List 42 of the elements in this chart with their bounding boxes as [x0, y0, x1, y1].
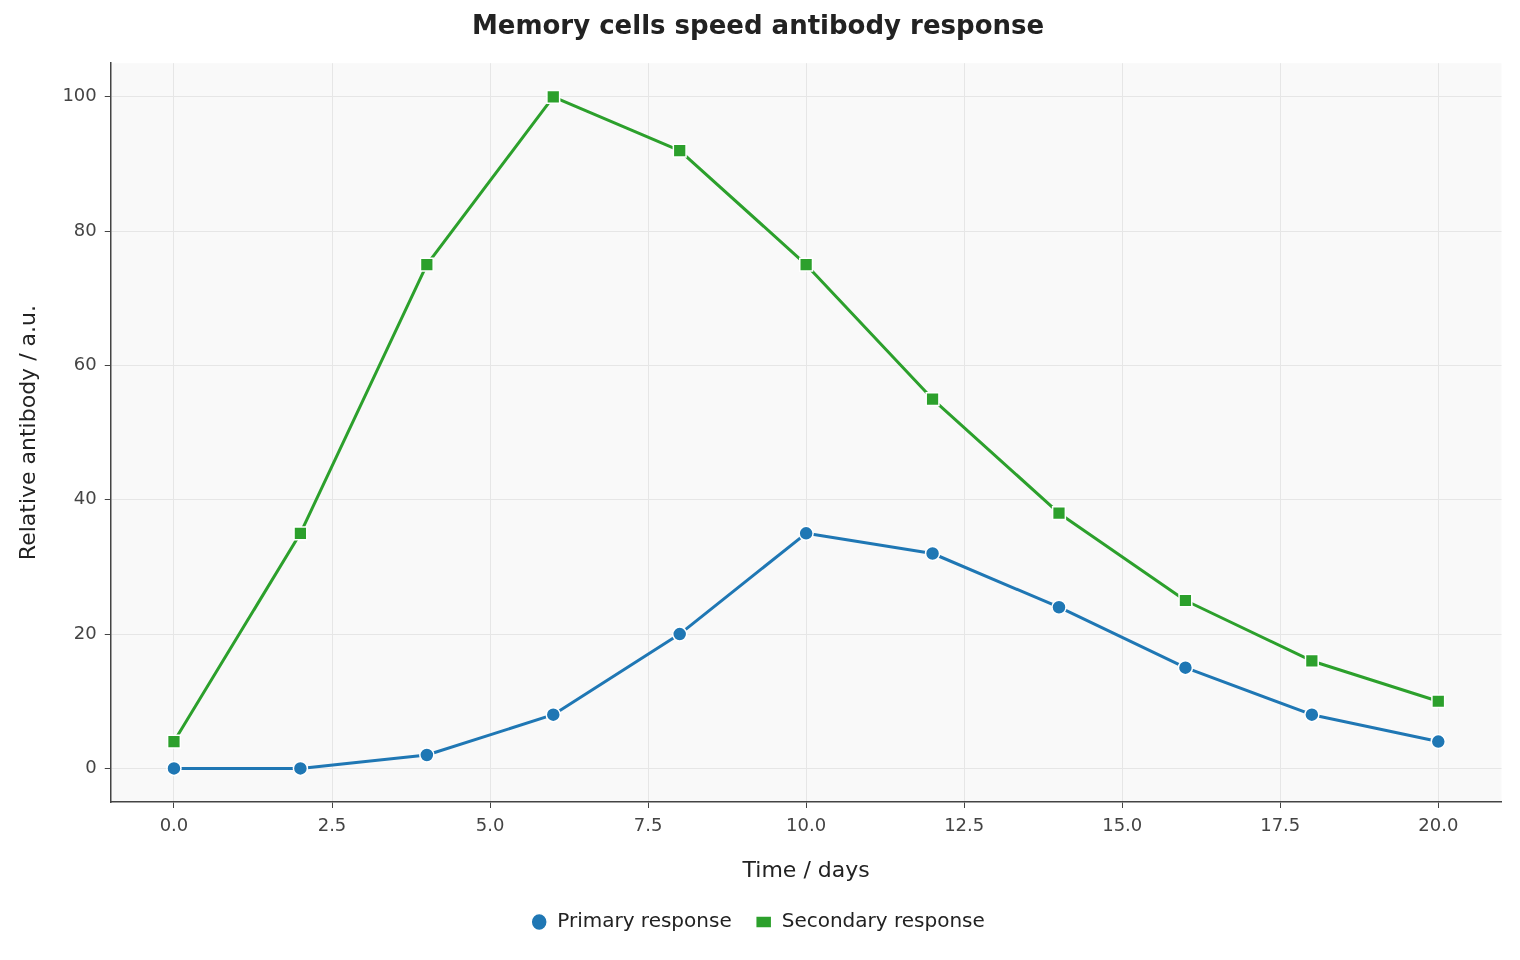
point: [925, 391, 940, 407]
y-tick-label: 100: [62, 84, 97, 106]
x-tick-label: 7.5: [633, 814, 663, 836]
y-tick-label: 0: [85, 756, 97, 778]
point: [1431, 694, 1446, 709]
point: [924, 545, 941, 562]
x-tick-label: 10.0: [786, 814, 827, 836]
point: [419, 257, 434, 272]
point: [1051, 506, 1067, 521]
y-axis-title: Relative antibody / a.u.: [14, 305, 40, 561]
point: [799, 257, 814, 272]
legend-label: Primary response: [557, 908, 732, 933]
point: [166, 734, 182, 749]
point: [293, 526, 308, 541]
x-tick-label: 15.0: [1102, 814, 1143, 836]
point: [419, 747, 435, 763]
y-tick-label: 80: [73, 218, 97, 240]
x-tick-label: 0.0: [159, 814, 189, 836]
point: [672, 143, 687, 158]
x-tick-label: 2.5: [317, 814, 347, 836]
point: [166, 760, 182, 777]
point: [1177, 659, 1194, 676]
y-tick-label: 60: [73, 353, 97, 375]
point: [1304, 706, 1320, 723]
point: [798, 525, 814, 542]
point: [1178, 593, 1193, 608]
point: [1430, 733, 1447, 750]
x-tick-label: 20.0: [1418, 814, 1459, 836]
y-tick-label: 40: [73, 487, 97, 509]
x-tick-label: 12.5: [944, 814, 985, 836]
point: [1304, 653, 1319, 669]
chart-title: Memory cells speed antibody response: [471, 10, 1045, 41]
x-axis-title: Time / days: [741, 856, 870, 882]
x-tick-label: 17.5: [1260, 814, 1301, 836]
point: [292, 760, 309, 777]
legend-label: Secondary response: [781, 908, 985, 933]
point: [671, 626, 688, 642]
point: [1051, 599, 1067, 615]
y-tick-label: 20: [73, 621, 97, 643]
point: [545, 706, 562, 723]
x-tick-label: 5.0: [475, 814, 505, 836]
point: [546, 89, 561, 104]
